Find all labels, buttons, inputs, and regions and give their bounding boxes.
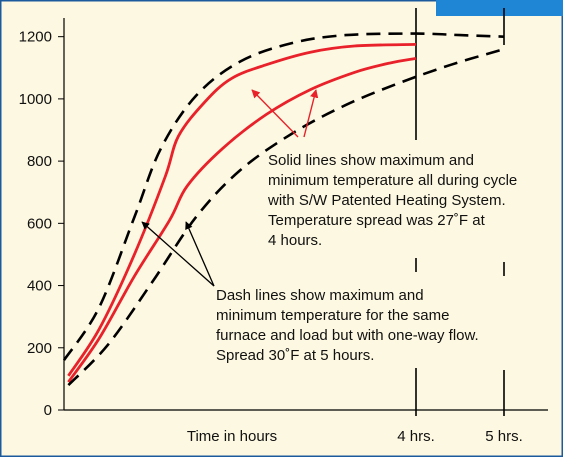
dash-pointer-arrow — [185, 221, 215, 287]
solid-annotation-line: with S/W Patented Heating System. — [267, 192, 506, 209]
dash-annotation-line: Dash lines show maximum and — [216, 287, 424, 304]
solid-pointer-arrow — [303, 89, 319, 138]
dash-annotation-line: Spread 30˚F at 5 hours. — [216, 347, 374, 364]
solid-annotation-line: Solid lines show maximum and — [268, 152, 474, 169]
solid-series-line-1 — [67, 43, 417, 377]
x-tick-label: 4 hrs. — [397, 428, 435, 445]
y-tick-label: 1200 — [19, 29, 52, 46]
y-tick-label: 400 — [27, 278, 52, 295]
solid-annotation-line: minimum temperature all during cycle — [268, 172, 517, 189]
dashed-series-line-4 — [67, 47, 505, 387]
y-tick-label: 600 — [27, 215, 52, 232]
y-tick-label: 800 — [27, 153, 52, 170]
chart-top-accent-bar — [436, 0, 563, 16]
dashed-series-line-3 — [62, 32, 505, 361]
solid-annotation-line: Temperature spread was 27˚F at — [268, 212, 486, 229]
solid-pointer-arrow — [251, 89, 299, 138]
solid-annotation-line: 4 hours. — [268, 232, 322, 249]
dash-annotation-line: furnace and load but with one-way flow. — [216, 327, 479, 344]
x-axis-label: Time in hours — [187, 428, 277, 445]
x-tick-label: 5 hrs. — [485, 428, 523, 445]
solid-series-line-2 — [67, 57, 417, 383]
dash-pointer-arrow — [141, 221, 215, 287]
y-tick-label: 0 — [44, 402, 52, 419]
dash-annotation-text: Dash lines show maximum and minimum tempe… — [216, 287, 479, 364]
y-tick-label: 200 — [27, 340, 52, 357]
y-tick-label: 1000 — [19, 91, 52, 108]
dash-annotation-line: minimum temperature for the same — [216, 307, 449, 324]
solid-annotation-text: Solid lines show maximum and minimum temp… — [267, 152, 517, 249]
